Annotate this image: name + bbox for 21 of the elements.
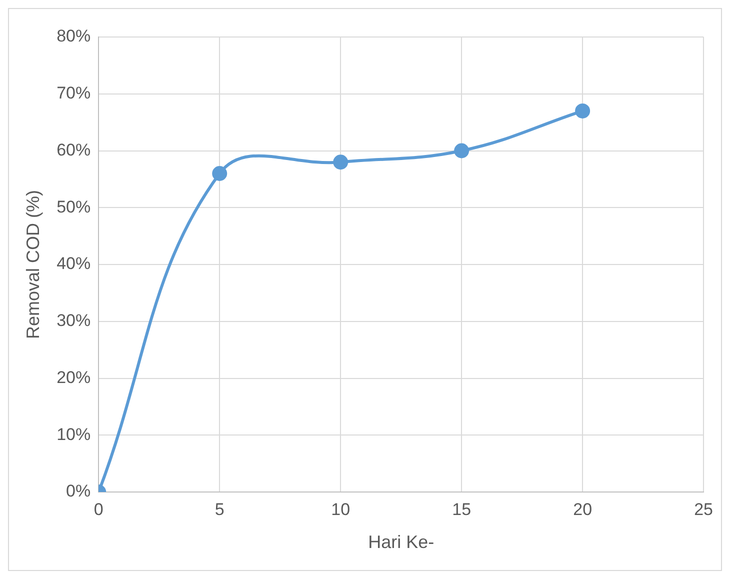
y-tick-label: 80%	[56, 26, 91, 46]
y-tick-label: 30%	[56, 311, 91, 330]
y-tick-label: 20%	[56, 368, 91, 387]
x-tick-label: 5	[214, 500, 224, 519]
x-tick-label: 10	[331, 500, 350, 519]
point	[212, 166, 228, 181]
x-tick-label: 0	[94, 500, 104, 519]
y-tick-label: 10%	[56, 424, 91, 444]
y-tick-label: 50%	[56, 197, 91, 216]
y-tick-label: 40%	[56, 254, 91, 274]
x-tick-label: 20	[573, 500, 592, 519]
y-tick-label: 70%	[56, 84, 91, 103]
point	[575, 103, 590, 118]
x-axis-title: Hari Ke-	[368, 532, 434, 552]
point	[454, 143, 470, 158]
x-tick-label: 15	[452, 500, 472, 519]
point	[333, 154, 348, 170]
y-tick-label: 0%	[66, 482, 91, 501]
y-axis-title: Removal COD (%)	[22, 190, 43, 340]
y-tick-label: 60%	[56, 140, 91, 160]
x-tick-label: 25	[694, 500, 714, 519]
